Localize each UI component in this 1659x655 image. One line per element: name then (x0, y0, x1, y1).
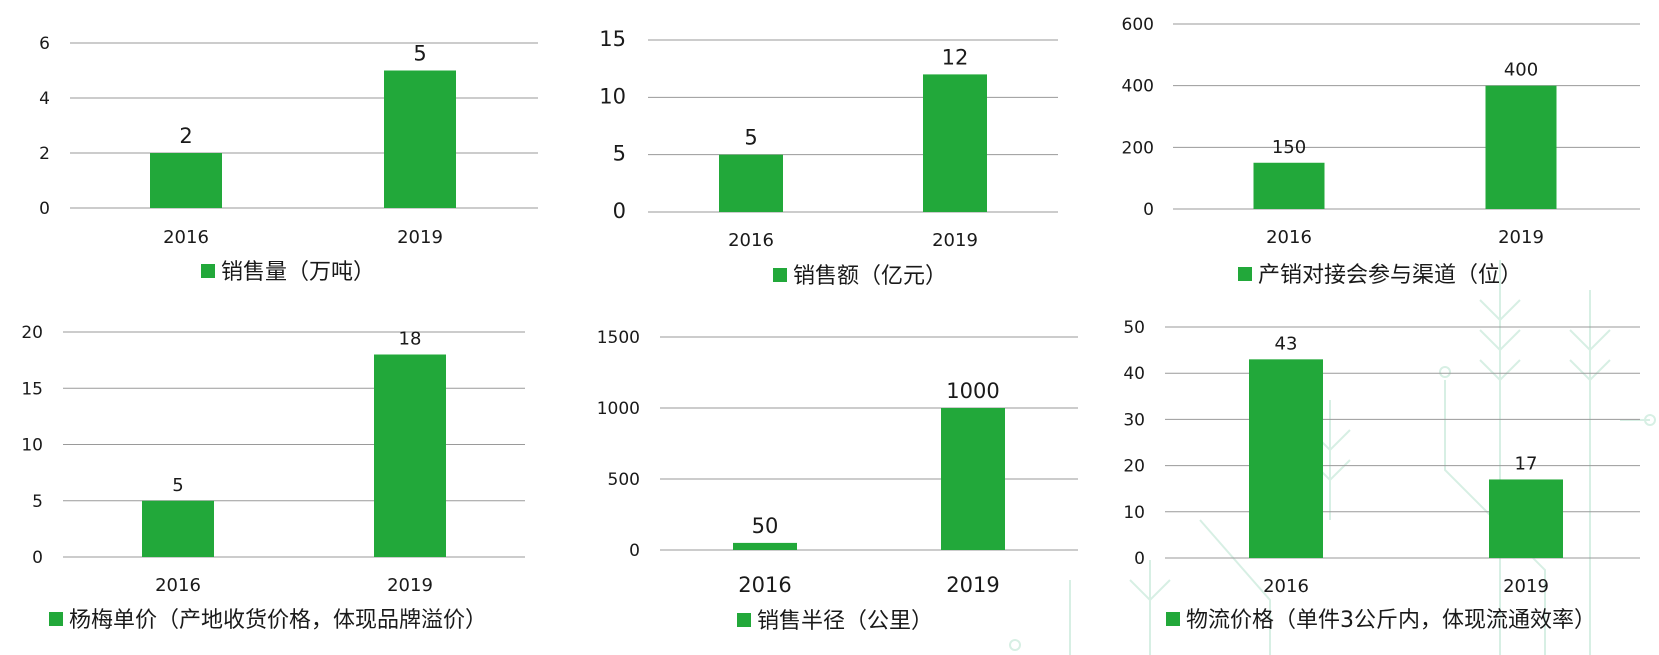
y-tick-label: 0 (1134, 549, 1145, 569)
y-tick-label: 0 (1143, 200, 1154, 220)
y-tick-label: 1000 (597, 399, 640, 419)
bar-2016 (733, 542, 797, 550)
y-tick-label: 10 (599, 84, 626, 108)
legend: 物流价格（单件3公斤内，体现流通效率） (1166, 608, 1596, 633)
x-tick-label: 2016 (155, 575, 201, 596)
chart-panel-3: 0 200 400 600 150 2016 400 2019 产销对接会参与渠道（位） (1122, 15, 1640, 288)
x-tick-label: 2019 (397, 227, 443, 248)
y-tick-label: 10 (21, 436, 43, 456)
y-tick-label: 10 (1123, 503, 1145, 523)
bar-2016 (1249, 359, 1323, 558)
x-tick-label: 2019 (946, 573, 999, 597)
legend-swatch (737, 613, 751, 627)
bar-2016 (719, 154, 783, 212)
y-tick-label: 5 (613, 142, 626, 166)
legend: 销售半径（公里） (737, 609, 933, 634)
legend-swatch (201, 264, 215, 278)
legend-label: 杨梅单价（产地收货价格，体现品牌溢价） (69, 608, 487, 633)
x-tick-label: 2019 (1498, 227, 1544, 248)
legend-swatch (773, 268, 787, 282)
y-tick-label: 4 (39, 89, 50, 109)
chart-panel-1: 0 2 4 6 2 2016 5 2019 销售量（万吨） (39, 34, 538, 285)
x-tick-label: 2016 (1263, 576, 1309, 597)
chart-panel-2: 0 5 10 15 5 2016 12 2019 销售额（亿元） (599, 27, 1058, 289)
chart-panel-6: 0 10 20 30 40 50 43 2016 17 2019 物流价格（单件3公斤内，体现流通效… (1123, 318, 1640, 633)
x-tick-label: 2016 (738, 573, 791, 597)
y-tick-label: 15 (599, 27, 626, 51)
legend-label: 产销对接会参与渠道（位） (1258, 263, 1522, 288)
bar-2019 (941, 408, 1005, 550)
y-tick-label: 0 (629, 541, 640, 561)
legend-label: 销售额（亿元） (793, 264, 947, 289)
y-tick-label: 15 (21, 379, 43, 399)
y-tick-label: 0 (39, 199, 50, 219)
data-label: 5 (172, 475, 183, 496)
y-tick-label: 5 (32, 492, 43, 512)
data-label: 5 (744, 126, 757, 150)
background-decoration (1009, 260, 1656, 655)
bar-2019 (1489, 479, 1563, 558)
legend-label: 销售半径（公里） (757, 609, 933, 634)
x-tick-label: 2016 (163, 227, 209, 248)
y-tick-label: 2 (39, 144, 50, 164)
y-tick-label: 200 (1122, 138, 1154, 158)
legend-swatch (1238, 267, 1252, 281)
data-label: 1000 (946, 379, 999, 403)
y-tick-label: 1500 (597, 328, 640, 348)
y-tick-label: 0 (613, 199, 626, 223)
y-tick-label: 600 (1122, 15, 1154, 35)
data-label: 12 (942, 45, 969, 69)
y-tick-label: 50 (1123, 318, 1145, 338)
bar-2019 (1485, 85, 1557, 209)
bar-2019 (923, 74, 987, 213)
legend: 销售额（亿元） (773, 264, 947, 289)
y-tick-label: 20 (21, 323, 43, 343)
y-tick-label: 0 (32, 548, 43, 568)
y-tick-label: 400 (1122, 77, 1154, 97)
legend: 销售量（万吨） (201, 260, 375, 285)
y-tick-label: 500 (608, 470, 640, 490)
x-tick-label: 2016 (1266, 227, 1312, 248)
data-label: 17 (1515, 453, 1538, 474)
y-tick-label: 6 (39, 34, 50, 54)
data-label: 5 (413, 42, 426, 66)
legend: 产销对接会参与渠道（位） (1238, 263, 1522, 288)
data-label: 43 (1275, 333, 1298, 354)
bar-2019 (374, 354, 446, 557)
bar-2016 (1253, 162, 1325, 209)
bar-2016 (150, 153, 222, 208)
legend-label: 物流价格（单件3公斤内，体现流通效率） (1186, 608, 1596, 633)
x-tick-label: 2019 (1503, 576, 1549, 597)
charts-layer: 0 2 4 6 2 2016 5 2019 销售量（万吨） 0 5 10 15 5 2016 12 2019 销售… (21, 15, 1640, 634)
data-label: 18 (399, 329, 422, 350)
x-tick-label: 2019 (387, 575, 433, 596)
data-label: 150 (1272, 137, 1306, 158)
data-label: 50 (752, 514, 779, 538)
data-label: 2 (179, 124, 192, 148)
bar-2016 (142, 500, 214, 557)
legend-label: 销售量（万吨） (221, 260, 375, 285)
x-tick-label: 2016 (728, 230, 774, 251)
y-tick-label: 30 (1123, 410, 1145, 430)
chart-panel-4: 0 5 10 15 20 5 2016 18 2019 杨梅单价（产地收货价格，体现品牌溢价） (21, 323, 525, 633)
legend: 杨梅单价（产地收货价格，体现品牌溢价） (49, 608, 487, 633)
data-label: 400 (1504, 60, 1538, 81)
y-tick-label: 20 (1123, 457, 1145, 477)
legend-swatch (1166, 612, 1180, 626)
y-tick-label: 40 (1123, 364, 1145, 384)
bar-2019 (384, 70, 456, 208)
x-tick-label: 2019 (932, 230, 978, 251)
chart-panel-5: 0 500 1000 1500 50 2016 1000 2019 销售半径（公里） (597, 328, 1078, 634)
legend-swatch (49, 612, 63, 626)
